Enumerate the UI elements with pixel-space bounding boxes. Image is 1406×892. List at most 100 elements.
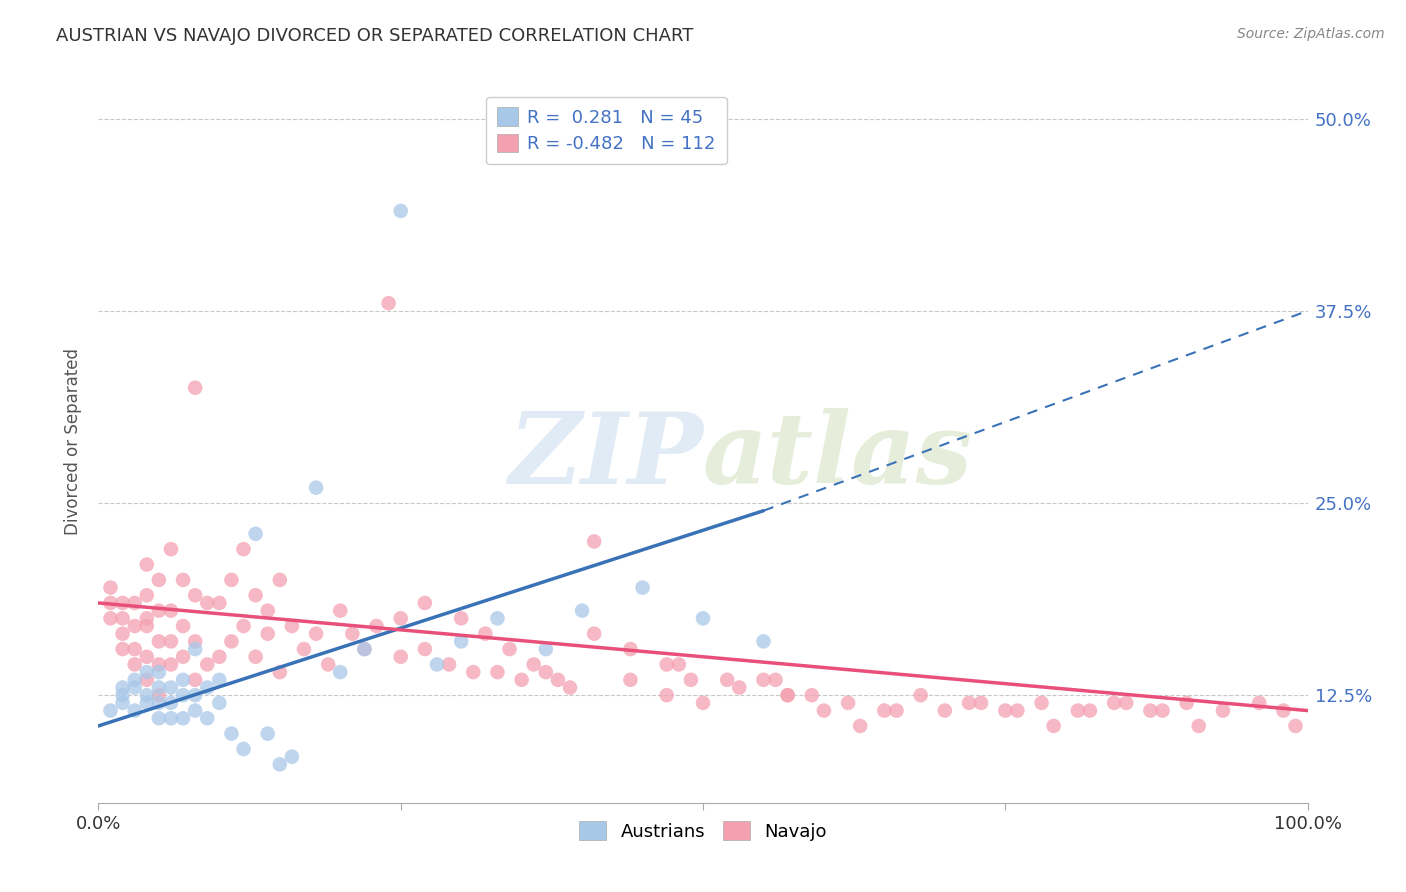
Point xyxy=(245,588,267,602)
Point xyxy=(100,611,122,625)
Point xyxy=(269,665,291,680)
Point xyxy=(752,673,775,687)
Point xyxy=(111,642,134,657)
Point xyxy=(1188,719,1211,733)
Point xyxy=(474,626,496,640)
Point xyxy=(135,688,157,702)
Point xyxy=(124,681,146,695)
Point xyxy=(463,665,485,680)
Point xyxy=(1212,704,1234,718)
Legend: Austrians, Navajo: Austrians, Navajo xyxy=(572,814,834,848)
Point xyxy=(437,657,460,672)
Point xyxy=(172,688,194,702)
Point xyxy=(679,673,702,687)
Point xyxy=(148,711,170,725)
Point xyxy=(184,634,207,648)
Point xyxy=(184,673,207,687)
Point xyxy=(692,611,714,625)
Point xyxy=(583,626,606,640)
Point xyxy=(195,681,218,695)
Point xyxy=(1115,696,1137,710)
Point xyxy=(1175,696,1198,710)
Point xyxy=(366,619,388,633)
Point xyxy=(329,604,352,618)
Point xyxy=(184,381,207,395)
Point xyxy=(148,573,170,587)
Point xyxy=(631,581,654,595)
Point xyxy=(655,657,678,672)
Point xyxy=(172,573,194,587)
Point xyxy=(135,673,157,687)
Point xyxy=(765,673,787,687)
Point xyxy=(111,626,134,640)
Point xyxy=(619,642,641,657)
Point xyxy=(160,681,183,695)
Point xyxy=(486,665,509,680)
Point xyxy=(124,704,146,718)
Point xyxy=(316,657,339,672)
Point xyxy=(292,642,315,657)
Point xyxy=(148,688,170,702)
Point xyxy=(232,619,254,633)
Point xyxy=(124,657,146,672)
Point xyxy=(1272,704,1295,718)
Point xyxy=(245,649,267,664)
Point xyxy=(970,696,993,710)
Point xyxy=(752,634,775,648)
Point xyxy=(160,657,183,672)
Point xyxy=(486,611,509,625)
Point xyxy=(148,696,170,710)
Point xyxy=(957,696,980,710)
Point xyxy=(135,558,157,572)
Point xyxy=(413,642,436,657)
Text: ZIP: ZIP xyxy=(508,408,703,504)
Point xyxy=(547,673,569,687)
Point xyxy=(160,711,183,725)
Point xyxy=(100,704,122,718)
Point xyxy=(776,688,799,702)
Text: AUSTRIAN VS NAVAJO DIVORCED OR SEPARATED CORRELATION CHART: AUSTRIAN VS NAVAJO DIVORCED OR SEPARATED… xyxy=(56,27,693,45)
Point xyxy=(281,749,304,764)
Point xyxy=(195,657,218,672)
Point xyxy=(619,673,641,687)
Point xyxy=(800,688,823,702)
Point xyxy=(100,581,122,595)
Point xyxy=(124,642,146,657)
Point xyxy=(934,704,956,718)
Point xyxy=(208,649,231,664)
Point xyxy=(269,757,291,772)
Point xyxy=(655,688,678,702)
Point xyxy=(305,626,328,640)
Point xyxy=(1249,696,1271,710)
Point xyxy=(269,573,291,587)
Point xyxy=(135,665,157,680)
Point xyxy=(583,534,606,549)
Point xyxy=(160,696,183,710)
Point xyxy=(135,649,157,664)
Point xyxy=(232,542,254,557)
Point xyxy=(135,588,157,602)
Point xyxy=(571,604,593,618)
Point xyxy=(111,688,134,702)
Point xyxy=(377,296,399,310)
Point xyxy=(256,604,278,618)
Point xyxy=(160,604,183,618)
Text: atlas: atlas xyxy=(703,408,973,504)
Point xyxy=(195,596,218,610)
Point xyxy=(813,704,835,718)
Point xyxy=(1007,704,1029,718)
Point xyxy=(208,696,231,710)
Point xyxy=(534,665,557,680)
Point xyxy=(305,481,328,495)
Point xyxy=(692,696,714,710)
Point xyxy=(498,642,520,657)
Point xyxy=(172,619,194,633)
Point xyxy=(124,619,146,633)
Point xyxy=(256,726,278,740)
Point xyxy=(232,742,254,756)
Point xyxy=(450,611,472,625)
Point xyxy=(184,642,207,657)
Point xyxy=(281,619,304,633)
Point xyxy=(111,596,134,610)
Point xyxy=(172,711,194,725)
